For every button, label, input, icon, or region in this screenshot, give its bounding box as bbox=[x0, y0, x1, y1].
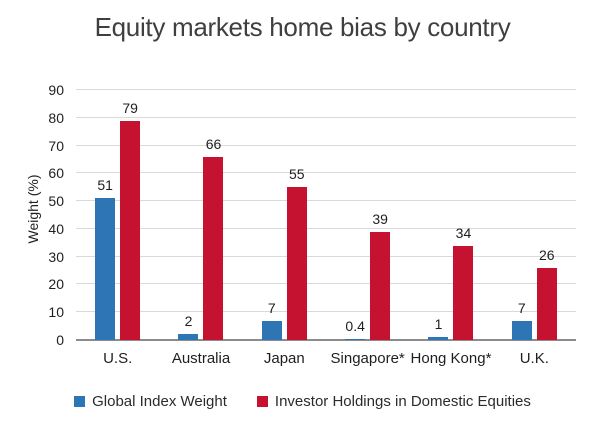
bar-investor-holdings-in-domestic-equities-singapore: 39 bbox=[370, 211, 391, 340]
x-category-label-u-s: U.S. bbox=[103, 350, 133, 367]
x-axis-line bbox=[76, 339, 576, 341]
x-category-label-u-k: U.K. bbox=[519, 350, 549, 367]
gridline bbox=[76, 89, 576, 90]
legend-swatch-icon bbox=[74, 396, 86, 407]
bar-value-label: 39 bbox=[372, 210, 388, 227]
bar-value-label: 51 bbox=[97, 177, 113, 194]
gridline bbox=[76, 283, 576, 285]
legend: Global Index Weight Investor Holdings in … bbox=[0, 393, 605, 410]
bar-value-label: 66 bbox=[205, 135, 222, 152]
y-tick-label: 70 bbox=[48, 137, 64, 154]
bar-investor-holdings-in-domestic-equities-hong-kong: 34 bbox=[453, 225, 474, 340]
gridline bbox=[76, 255, 576, 257]
y-tick-label: 40 bbox=[48, 220, 64, 237]
bar-global-index-weight-singapore: 0.4 bbox=[345, 318, 366, 340]
bar-group-u-k: 7 26 bbox=[493, 90, 576, 340]
bar-investor-holdings-in-domestic-equities-australia: 66 bbox=[203, 136, 224, 340]
bar-group-japan: 7 55 bbox=[243, 90, 326, 340]
bar-investor-holdings-in-domestic-equities-japan: 55 bbox=[286, 166, 307, 340]
bar-value-label: 7 bbox=[517, 299, 526, 316]
y-tick-label: 80 bbox=[48, 109, 64, 126]
bar-investor-holdings-in-domestic-equities-u-k: 26 bbox=[536, 247, 557, 340]
legend-label: Global Index Weight bbox=[92, 393, 227, 410]
y-tick-label: 0 bbox=[56, 332, 64, 348]
y-tick-label: 90 bbox=[48, 82, 64, 98]
bar-value-label: 55 bbox=[289, 166, 305, 183]
bar-group-u-s: 51 79 bbox=[76, 90, 159, 340]
legend-item-investor-holdings-in-domestic-equities: Investor Holdings in Domestic Equities bbox=[256, 393, 531, 410]
bar-global-index-weight-japan: 7 bbox=[261, 300, 282, 340]
x-category-label-australia: Australia bbox=[171, 350, 231, 367]
gridline bbox=[76, 172, 576, 174]
bar-group-singapore: 0.4 39 bbox=[326, 90, 409, 340]
bar-global-index-weight-u-s: 51 bbox=[95, 177, 116, 340]
bar-value-label: 34 bbox=[455, 224, 472, 241]
plot-area: 51 79 2 66 7 55 0.4 39 1 34 7 26 bbox=[76, 89, 576, 341]
bar-value-label: 2 bbox=[184, 313, 193, 330]
gridline bbox=[76, 311, 576, 313]
bar-value-label: 7 bbox=[267, 299, 276, 316]
y-tick-label: 30 bbox=[48, 248, 64, 265]
gridline bbox=[76, 227, 576, 229]
bar-global-index-weight-u-k: 7 bbox=[511, 300, 532, 340]
y-axis-tick-labels: 90 80 70 60 50 40 30 20 10 0 bbox=[30, 82, 64, 348]
bar-global-index-weight-hong-kong: 1 bbox=[428, 316, 449, 340]
legend-item-global-index-weight: Global Index Weight bbox=[74, 393, 227, 410]
legend-label: Investor Holdings in Domestic Equities bbox=[274, 393, 531, 410]
y-tick-label: 10 bbox=[48, 304, 64, 321]
bar-value-label: 79 bbox=[122, 99, 138, 116]
gridline bbox=[76, 116, 576, 118]
x-category-label-japan: Japan bbox=[263, 350, 305, 367]
gridline bbox=[76, 200, 576, 202]
chart-title: Equity markets home bias by country bbox=[94, 12, 511, 42]
x-axis-category-labels: U.S. Australia Japan Singapore* Hong Kong* U.… bbox=[76, 350, 576, 367]
bar-value-label: 0.4 bbox=[345, 317, 365, 334]
y-tick-label: 60 bbox=[48, 165, 64, 182]
bar-group-australia: 2 66 bbox=[159, 90, 242, 340]
y-tick-label: 20 bbox=[48, 276, 64, 293]
y-tick-label: 50 bbox=[48, 193, 64, 210]
bar-global-index-weight-australia: 2 bbox=[178, 313, 199, 340]
legend-swatch-icon bbox=[256, 396, 268, 407]
x-category-label-singapore: Singapore* bbox=[330, 350, 405, 367]
gridline bbox=[76, 144, 576, 146]
x-category-label-hong-kong: Hong Kong* bbox=[410, 350, 492, 367]
bar-value-label: 1 bbox=[434, 316, 443, 333]
bar-investor-holdings-in-domestic-equities-u-s: 79 bbox=[120, 100, 141, 340]
bar-group-hong-kong: 1 34 bbox=[409, 90, 492, 340]
bar-series: 51 79 2 66 7 55 0.4 39 1 34 7 26 bbox=[76, 90, 576, 340]
bar-value-label: 26 bbox=[539, 246, 555, 263]
